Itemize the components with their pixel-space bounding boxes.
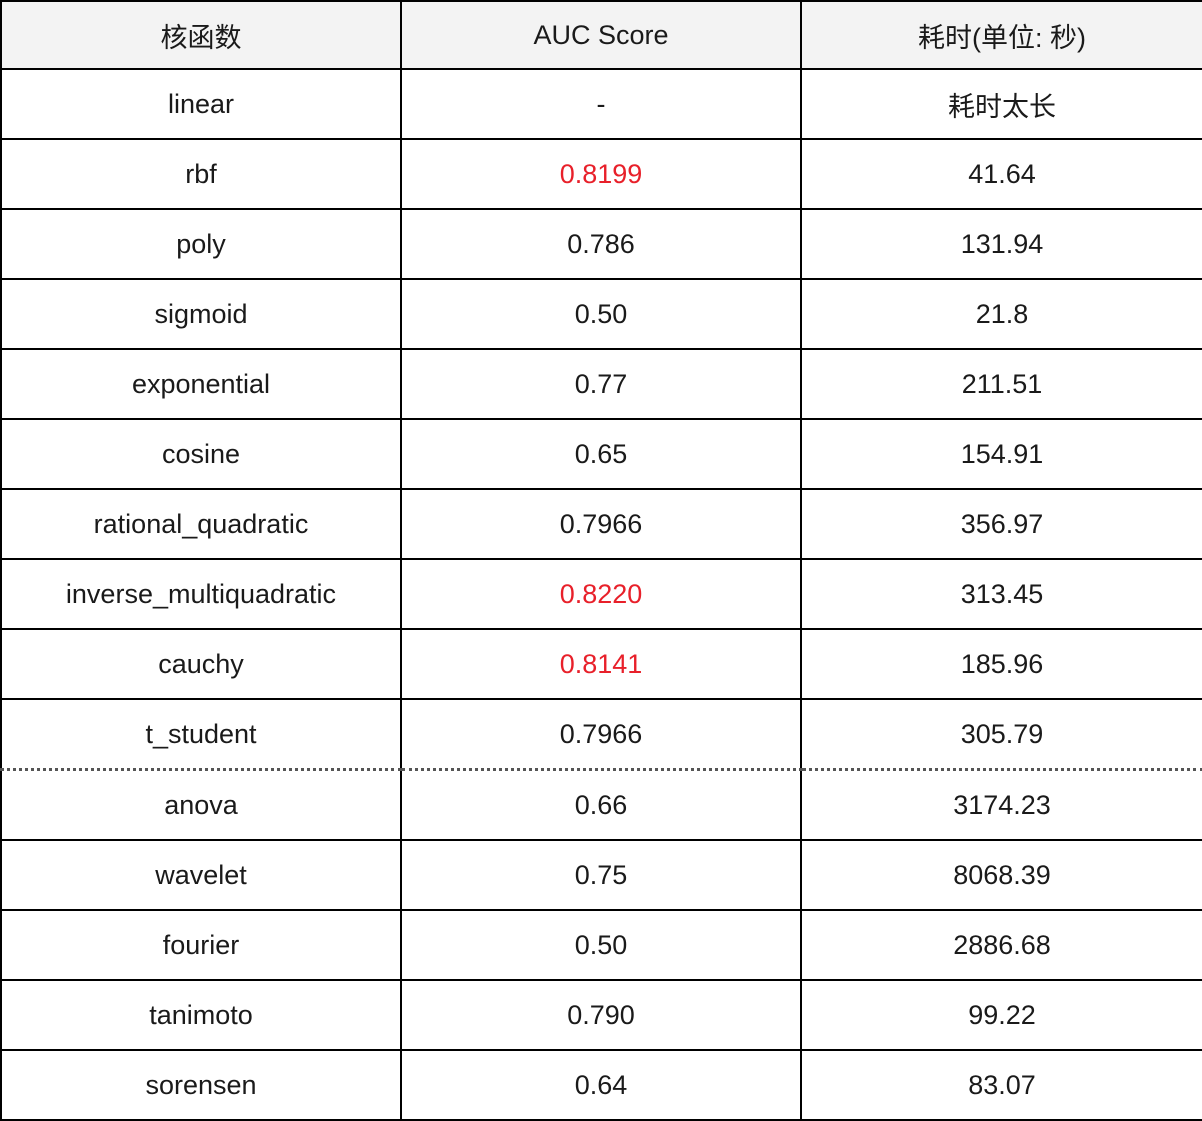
- auc-score-cell: 0.65: [400, 418, 802, 490]
- kernel-cell: cauchy: [0, 628, 402, 700]
- time-cell: 313.45: [800, 558, 1202, 630]
- time-cell: 3174.23: [800, 768, 1202, 841]
- table-row: sigmoid 0.50 21.8: [0, 278, 1202, 350]
- table-row: inverse_multiquadratic 0.8220 313.45: [0, 558, 1202, 630]
- table-row: cauchy 0.8141 185.96: [0, 628, 1202, 700]
- time-cell: 41.64: [800, 138, 1202, 210]
- time-cell: 21.8: [800, 278, 1202, 350]
- auc-score-cell: 0.75: [400, 839, 802, 911]
- auc-score-cell: 0.50: [400, 909, 802, 981]
- table-row: cosine 0.65 154.91: [0, 418, 1202, 490]
- table-row: rbf 0.8199 41.64: [0, 138, 1202, 210]
- auc-score-cell: -: [400, 68, 802, 140]
- kernel-cell: inverse_multiquadratic: [0, 558, 402, 630]
- auc-score-cell: 0.8141: [400, 628, 802, 700]
- time-cell: 356.97: [800, 488, 1202, 560]
- table-row: anova 0.66 3174.23: [0, 768, 1202, 841]
- kernel-cell: wavelet: [0, 839, 402, 911]
- kernel-cell: sigmoid: [0, 278, 402, 350]
- time-cell: 8068.39: [800, 839, 1202, 911]
- time-cell: 154.91: [800, 418, 1202, 490]
- header-kernel: 核函数: [0, 0, 402, 70]
- header-time: 耗时(单位: 秒): [800, 0, 1202, 70]
- auc-score-cell: 0.64: [400, 1049, 802, 1121]
- header-auc-score: AUC Score: [400, 0, 802, 70]
- auc-score-cell: 0.786: [400, 208, 802, 280]
- auc-score-cell: 0.7966: [400, 698, 802, 771]
- auc-score-cell: 0.7966: [400, 488, 802, 560]
- time-cell: 2886.68: [800, 909, 1202, 981]
- kernel-cell: sorensen: [0, 1049, 402, 1121]
- time-cell: 131.94: [800, 208, 1202, 280]
- auc-score-cell: 0.790: [400, 979, 802, 1051]
- kernel-cell: rational_quadratic: [0, 488, 402, 560]
- table-row: fourier 0.50 2886.68: [0, 909, 1202, 981]
- table-row: exponential 0.77 211.51: [0, 348, 1202, 420]
- table-row: tanimoto 0.790 99.22: [0, 979, 1202, 1051]
- time-cell: 83.07: [800, 1049, 1202, 1121]
- time-cell: 99.22: [800, 979, 1202, 1051]
- table-row: rational_quadratic 0.7966 356.97: [0, 488, 1202, 560]
- time-cell: 211.51: [800, 348, 1202, 420]
- table-body: linear - 耗时太长 rbf 0.8199 41.64 poly 0.786 131.94…: [0, 68, 1202, 1121]
- kernel-cell: poly: [0, 208, 402, 280]
- table-header: 核函数 AUC Score 耗时(单位: 秒): [0, 0, 1202, 70]
- kernel-cell: exponential: [0, 348, 402, 420]
- time-cell: 耗时太长: [800, 68, 1202, 140]
- kernel-cell: fourier: [0, 909, 402, 981]
- auc-score-cell: 0.66: [400, 768, 802, 841]
- table-row: sorensen 0.64 83.07: [0, 1049, 1202, 1121]
- table-row: poly 0.786 131.94: [0, 208, 1202, 280]
- table-row: linear - 耗时太长: [0, 68, 1202, 140]
- kernel-cell: cosine: [0, 418, 402, 490]
- time-cell: 185.96: [800, 628, 1202, 700]
- kernel-cell: tanimoto: [0, 979, 402, 1051]
- auc-score-cell: 0.77: [400, 348, 802, 420]
- table-row: t_student 0.7966 305.79: [0, 698, 1202, 771]
- kernel-cell: t_student: [0, 698, 402, 771]
- header-row: 核函数 AUC Score 耗时(单位: 秒): [0, 0, 1202, 70]
- auc-score-cell: 0.8199: [400, 138, 802, 210]
- table-row: wavelet 0.75 8068.39: [0, 839, 1202, 911]
- auc-score-cell: 0.50: [400, 278, 802, 350]
- auc-score-cell: 0.8220: [400, 558, 802, 630]
- time-cell: 305.79: [800, 698, 1202, 771]
- kernel-cell: anova: [0, 768, 402, 841]
- kernel-cell: linear: [0, 68, 402, 140]
- kernel-cell: rbf: [0, 138, 402, 210]
